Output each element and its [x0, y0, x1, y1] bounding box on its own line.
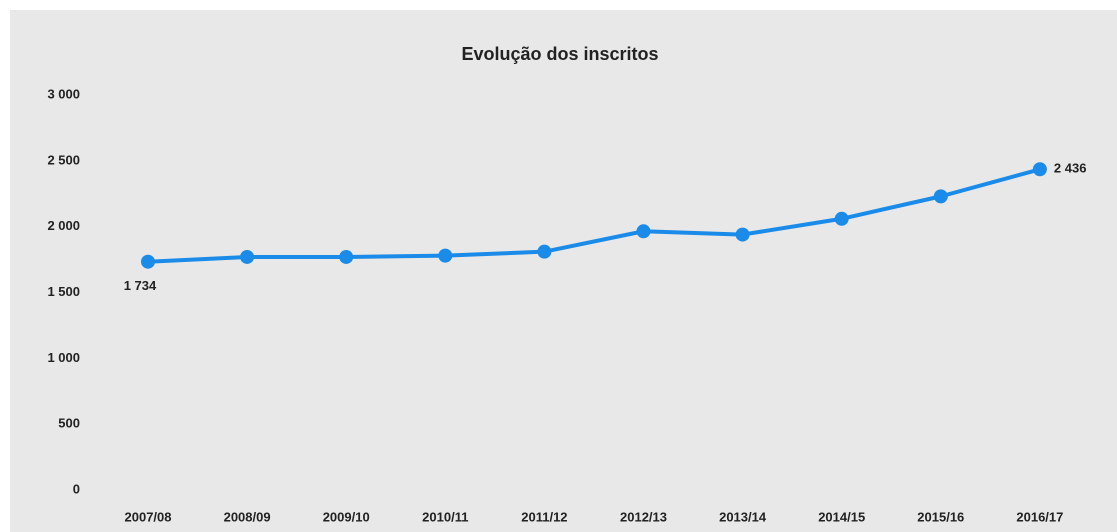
marker [933, 189, 948, 204]
chart-title: Evolução dos inscritos [461, 44, 658, 64]
x-tick-label: 2016/17 [1016, 509, 1063, 524]
marker [240, 249, 255, 264]
marker [735, 227, 750, 242]
y-tick-label: 2 500 [47, 152, 80, 167]
x-tick-label: 2012/13 [620, 509, 667, 524]
marker [141, 254, 155, 269]
y-tick-label: 2 000 [47, 218, 80, 233]
y-tick-label: 1 000 [47, 350, 80, 365]
x-tick-label: 2007/08 [125, 509, 172, 524]
data-label: 2 436 [1054, 161, 1087, 176]
marker [834, 211, 849, 226]
marker [1032, 162, 1047, 177]
data-label: 1 734 [124, 278, 157, 293]
marker [339, 249, 354, 264]
y-tick-label: 500 [58, 416, 80, 431]
x-tick-label: 2009/10 [323, 509, 370, 524]
x-tick-label: 2013/14 [719, 509, 767, 524]
line [147, 167, 1041, 264]
marker [636, 224, 651, 239]
x-tick-label: 2010/11 [422, 509, 468, 524]
y-tick-label: 1 500 [47, 284, 80, 299]
x-tick-label: 2015/16 [917, 509, 964, 524]
x-tick-label: 2008/09 [224, 509, 271, 524]
x-tick-label: 2011/12 [521, 509, 567, 524]
marker [537, 244, 552, 259]
marker [438, 248, 453, 263]
chart-background [10, 10, 1117, 532]
y-tick-label: 3 000 [47, 86, 80, 101]
y-tick-label: 0 [73, 481, 80, 496]
x-tick-label: 2014/15 [818, 509, 865, 524]
